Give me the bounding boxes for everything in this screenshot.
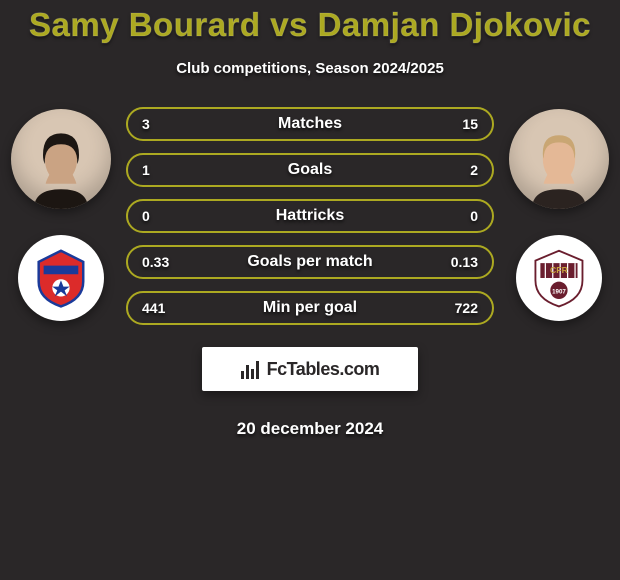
- player-silhouette-icon: [16, 119, 106, 209]
- stat-left-value: 441: [142, 300, 165, 316]
- stat-left-value: 0: [142, 208, 150, 224]
- right-club-crest: CFR 1907: [516, 235, 602, 321]
- stat-row: 1 Goals 2: [126, 153, 494, 187]
- footer-date: 20 december 2024: [0, 419, 620, 439]
- stat-right-value: 0.13: [451, 254, 478, 270]
- brand-text: FcTables.com: [267, 359, 380, 380]
- stat-right-value: 2: [470, 162, 478, 178]
- crest-icon: [30, 247, 92, 309]
- svg-text:1907: 1907: [552, 288, 566, 295]
- right-player-avatar: [509, 109, 609, 209]
- page-title: Samy Bourard vs Damjan Djokovic: [0, 6, 620, 44]
- stats-list: 3 Matches 15 1 Goals 2 0 Hattricks 0 0.3…: [126, 103, 494, 325]
- svg-text:CFR: CFR: [550, 265, 569, 275]
- bar-chart-icon: [241, 359, 261, 379]
- player-silhouette-icon: [514, 119, 604, 209]
- stat-left-value: 1: [142, 162, 150, 178]
- stat-left-value: 3: [142, 116, 150, 132]
- stat-label: Min per goal: [128, 299, 492, 317]
- stat-row: 0 Hattricks 0: [126, 199, 494, 233]
- page-subtitle: Club competitions, Season 2024/2025: [0, 60, 620, 77]
- stat-label: Matches: [128, 115, 492, 133]
- stat-row: 441 Min per goal 722: [126, 291, 494, 325]
- brand-badge[interactable]: FcTables.com: [202, 347, 418, 391]
- stat-row: 3 Matches 15: [126, 107, 494, 141]
- stat-row: 0.33 Goals per match 0.13: [126, 245, 494, 279]
- stat-right-value: 15: [462, 116, 478, 132]
- right-player-column: CFR 1907: [504, 103, 614, 321]
- stat-label: Goals per match: [128, 253, 492, 271]
- left-player-avatar: [11, 109, 111, 209]
- stat-label: Hattricks: [128, 207, 492, 225]
- left-player-column: [6, 103, 116, 321]
- comparison-card: Samy Bourard vs Damjan Djokovic Club com…: [0, 0, 620, 439]
- crest-icon: CFR 1907: [528, 247, 590, 309]
- stat-right-value: 722: [455, 300, 478, 316]
- stat-left-value: 0.33: [142, 254, 169, 270]
- stat-label: Goals: [128, 161, 492, 179]
- stat-right-value: 0: [470, 208, 478, 224]
- comparison-body: 3 Matches 15 1 Goals 2 0 Hattricks 0 0.3…: [0, 103, 620, 325]
- left-club-crest: [18, 235, 104, 321]
